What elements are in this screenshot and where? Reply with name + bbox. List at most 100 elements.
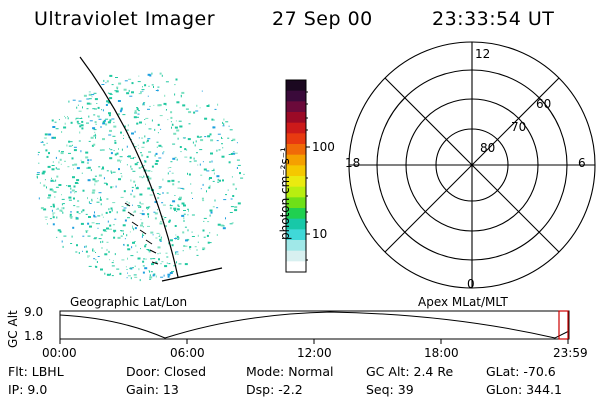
emission-dot — [91, 144, 94, 147]
emission-dot — [61, 198, 65, 200]
emission-dot — [111, 262, 114, 264]
emission-dot — [161, 215, 164, 217]
emission-dot — [109, 211, 112, 214]
emission-dot — [212, 180, 215, 182]
emission-dot — [77, 200, 80, 202]
emission-dot — [163, 102, 167, 105]
emission-dot — [142, 260, 145, 263]
emission-dot — [149, 276, 153, 279]
emission-dot — [115, 77, 118, 78]
emission-dot — [150, 258, 153, 260]
emission-dot — [70, 211, 72, 213]
emission-dot — [148, 128, 152, 130]
emission-dot — [146, 139, 149, 142]
colorbar-gradient — [286, 80, 306, 273]
emission-dot — [223, 118, 225, 121]
time-tick-1: 06:00 — [170, 346, 205, 360]
emission-dot — [149, 194, 153, 196]
emission-dot — [147, 170, 151, 172]
emission-dot — [134, 130, 136, 133]
emission-dot — [71, 189, 75, 192]
emission-dot — [93, 135, 97, 137]
emission-dot — [103, 79, 105, 82]
emission-dot — [67, 185, 71, 188]
emission-dot — [113, 121, 115, 123]
emission-dot — [149, 105, 151, 107]
emission-dot — [102, 138, 105, 141]
emission-dot — [138, 75, 140, 77]
emission-dot — [171, 271, 174, 273]
emission-dot — [196, 104, 198, 107]
emission-dot — [209, 161, 211, 163]
emission-dot — [120, 161, 121, 163]
emission-dot — [49, 188, 53, 191]
emission-dot — [110, 152, 113, 155]
emission-dot — [108, 114, 111, 117]
emission-dot — [79, 131, 81, 134]
emission-dot — [131, 189, 133, 192]
emission-dot — [213, 172, 215, 175]
emission-dot — [93, 92, 97, 94]
emission-dot — [201, 90, 203, 92]
emission-dot — [91, 96, 93, 98]
colorbar-segment — [286, 122, 306, 134]
emission-dot — [151, 72, 153, 75]
emission-dot — [153, 211, 156, 213]
emission-dot — [121, 148, 123, 151]
emission-dot — [106, 80, 109, 83]
emission-dot — [120, 131, 122, 134]
emission-dot — [188, 209, 189, 212]
emission-dot — [126, 201, 128, 203]
emission-dot — [222, 121, 224, 124]
emission-dot — [160, 276, 164, 278]
emission-dot — [182, 250, 184, 252]
emission-dot — [129, 268, 132, 270]
emission-dot — [166, 109, 167, 110]
emission-dot — [184, 245, 188, 247]
emission-dot — [127, 217, 130, 219]
emission-dot — [55, 186, 59, 188]
emission-dot — [159, 252, 161, 254]
emission-dot — [114, 218, 117, 220]
emission-dot — [118, 82, 122, 85]
emission-dot — [51, 177, 52, 179]
emission-dot — [132, 170, 136, 172]
emission-dot — [48, 133, 52, 136]
emission-dot — [137, 205, 141, 207]
emission-dot — [55, 128, 59, 130]
emission-dot — [156, 232, 160, 234]
emission-dot — [102, 109, 104, 112]
emission-dot — [95, 259, 97, 261]
emission-dot — [97, 115, 100, 118]
emission-dot — [37, 154, 39, 156]
emission-dot — [147, 208, 149, 210]
emission-dot — [178, 263, 182, 265]
emission-dot — [73, 168, 74, 170]
emission-dot — [202, 229, 205, 232]
emission-dot — [41, 172, 45, 175]
emission-dot — [117, 159, 121, 162]
emission-dot — [177, 205, 180, 207]
emission-dot — [118, 178, 121, 181]
emission-dot — [107, 121, 111, 124]
emission-dot — [166, 192, 169, 194]
emission-dot — [167, 275, 170, 278]
emission-dot — [143, 258, 145, 260]
emission-dot — [96, 103, 98, 104]
emission-dot — [38, 162, 40, 164]
emission-dot — [70, 187, 72, 190]
emission-dot — [200, 139, 204, 142]
emission-dot — [97, 227, 99, 229]
emission-dot — [144, 245, 147, 248]
emission-dot — [78, 252, 80, 254]
emission-dot — [67, 166, 70, 168]
emission-dot — [202, 249, 205, 251]
emission-dot — [191, 236, 195, 237]
emission-dot — [106, 198, 109, 200]
emission-dot — [228, 125, 230, 127]
emission-dot — [60, 163, 62, 165]
emission-dot — [100, 196, 101, 199]
emission-dot — [108, 92, 112, 94]
emission-dot — [98, 192, 102, 194]
apex-panel-label: Apex MLat/MLT — [418, 295, 508, 309]
